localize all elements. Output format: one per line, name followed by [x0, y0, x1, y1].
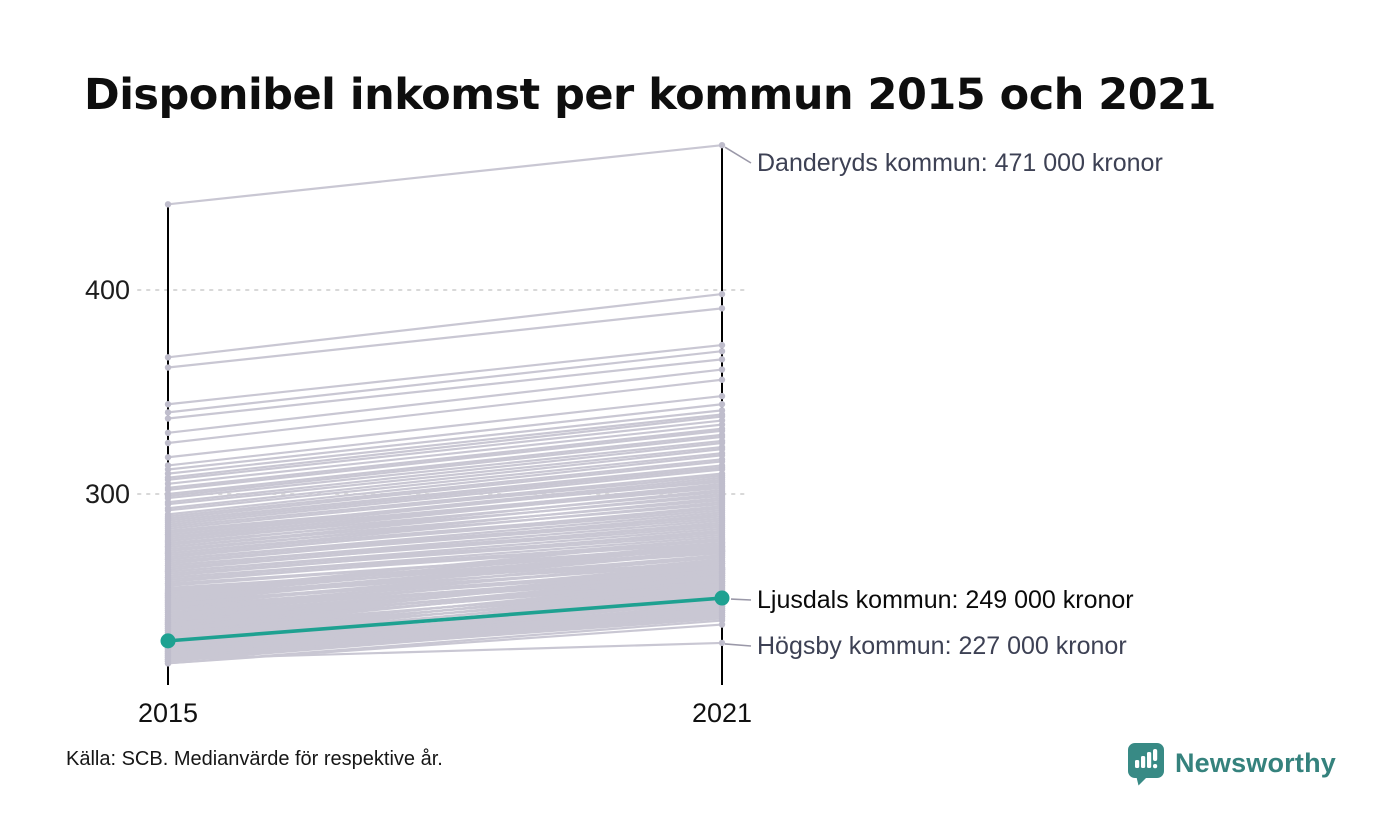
x-label-2021: 2021 — [691, 698, 753, 728]
x-label-2015: 2015 — [137, 698, 199, 728]
newsworthy-pin-barchart-icon — [1127, 743, 1164, 786]
y-tick-400: 400 — [84, 275, 130, 305]
source-note: Källa: SCB. Medianvärde för respektive å… — [66, 748, 443, 770]
y-tick-300: 300 — [84, 479, 130, 509]
annotation-ljusdal: Ljusdals kommun: 249 000 kronor — [757, 586, 1134, 614]
annotation-danderyd: Danderyds kommun: 471 000 kronor — [757, 149, 1163, 177]
chart-title: Disponibel inkomst per kommun 2015 och 2… — [84, 70, 1216, 120]
brand-name: Newsworthy — [1174, 748, 1336, 778]
brand-lockup: Newsworthy — [1126, 741, 1336, 786]
annotation-hogsby: Högsby kommun: 227 000 kronor — [757, 632, 1127, 660]
